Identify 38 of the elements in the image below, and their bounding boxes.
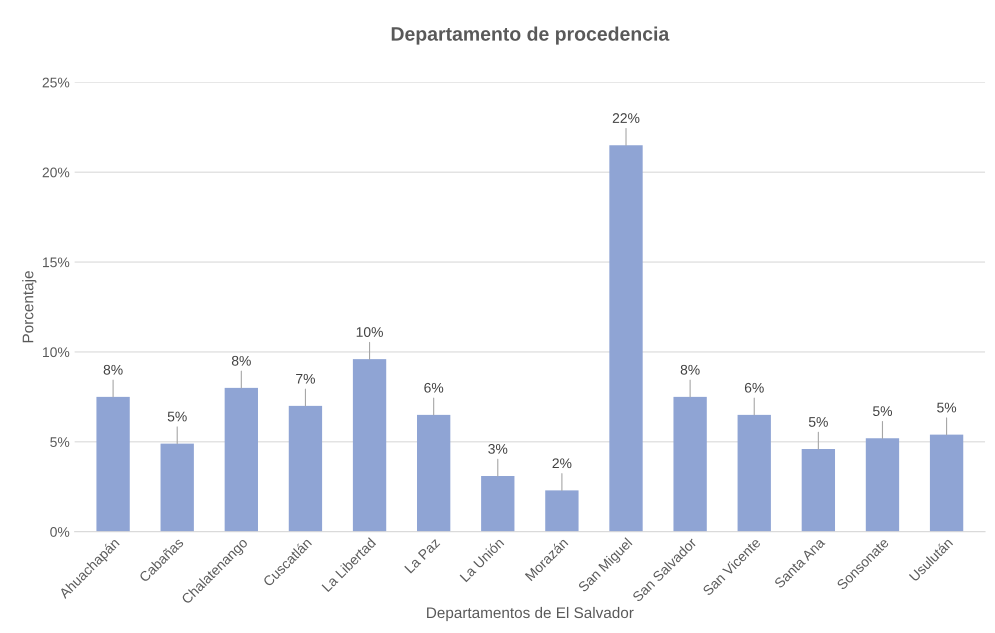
data-label: 8% bbox=[104, 364, 123, 375]
bar bbox=[224, 388, 258, 532]
data-label: 10% bbox=[356, 327, 383, 337]
data-label: 5% bbox=[937, 402, 956, 412]
x-tick-label: La Paz bbox=[404, 537, 440, 574]
data-label: 6% bbox=[424, 382, 444, 393]
data-label: 5% bbox=[872, 406, 892, 416]
bar bbox=[160, 444, 194, 532]
bar bbox=[802, 449, 836, 532]
bar bbox=[96, 396, 130, 532]
y-tick-label: 10% bbox=[43, 347, 70, 358]
data-label: 2% bbox=[552, 458, 572, 468]
y-tick-label: 15% bbox=[43, 257, 70, 268]
data-label: 8% bbox=[680, 364, 700, 375]
data-label: 7% bbox=[296, 374, 315, 384]
data-label: 8% bbox=[232, 356, 251, 366]
y-tick-label: 25% bbox=[42, 78, 70, 88]
data-label: 5% bbox=[168, 412, 187, 422]
bar bbox=[673, 396, 707, 532]
data-label: 22% bbox=[612, 113, 640, 123]
bar bbox=[866, 438, 900, 532]
chart-title: Departamento de procedencia bbox=[392, 26, 670, 45]
bar bbox=[352, 359, 386, 532]
bar bbox=[545, 490, 579, 532]
data-label: 3% bbox=[488, 444, 508, 454]
bar bbox=[481, 476, 514, 532]
data-label: 5% bbox=[808, 417, 828, 427]
bar bbox=[738, 414, 771, 532]
y-tick-label: 20% bbox=[42, 168, 70, 178]
y-axis-title: Porcentaje bbox=[22, 271, 36, 342]
bar bbox=[288, 406, 322, 532]
data-label: 6% bbox=[744, 382, 764, 393]
y-tick-label: 5% bbox=[50, 437, 70, 448]
bar bbox=[609, 145, 643, 532]
y-tick-label: 0% bbox=[50, 527, 70, 537]
x-axis-title: Departamentos de El Salvador bbox=[427, 606, 634, 622]
bar bbox=[416, 414, 450, 532]
bar bbox=[930, 434, 964, 532]
